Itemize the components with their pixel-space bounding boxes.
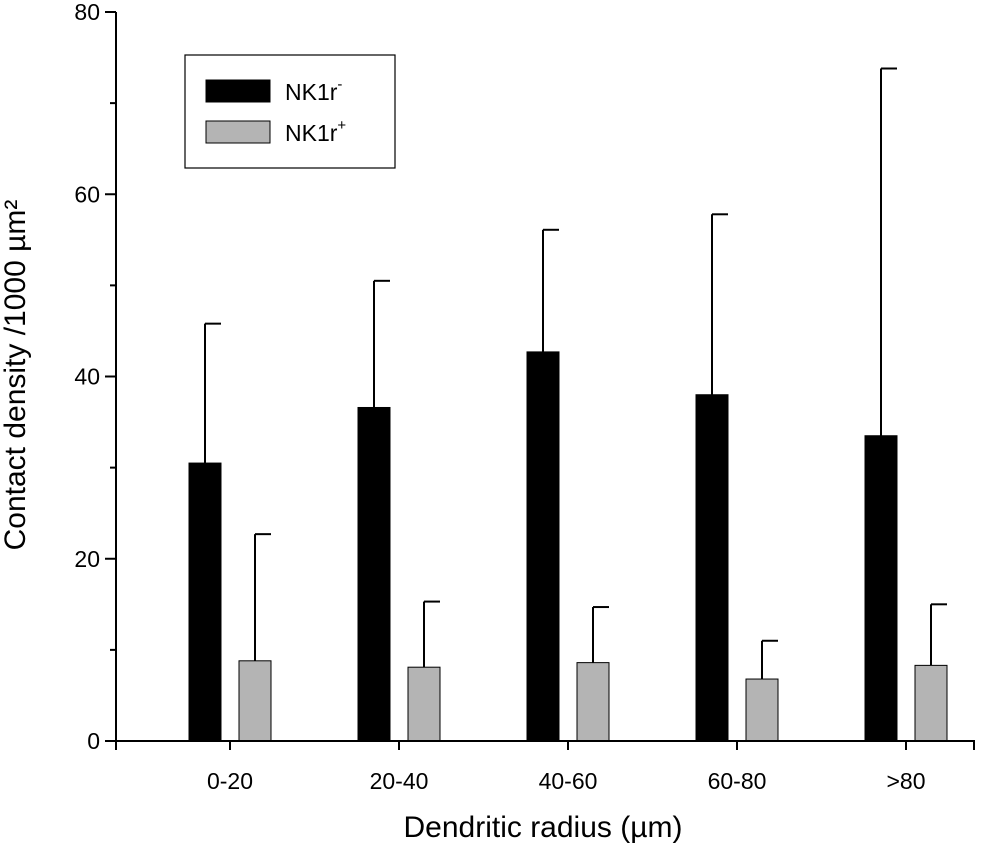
x-tick-label-0: 0-20: [207, 768, 253, 794]
bar-nk1r-plus-4: [914, 664, 948, 742]
bar-nk1r-minus-3: [695, 394, 729, 742]
legend-label-nk1r-minus: NK1r-: [285, 76, 342, 105]
bar-nk1r-plus-2: [576, 662, 610, 742]
legend-label-nk1r-minus-sup: -: [337, 76, 342, 93]
bar-nk1r-minus-1: [357, 406, 391, 742]
legend-label-nk1r-plus-sup: +: [337, 117, 346, 134]
bar-nk1r-plus-1: [407, 666, 441, 742]
error-bars-layer: [204, 67, 947, 680]
legend-swatch-nk1r-minus: [205, 79, 271, 103]
bar-nk1r-plus-3: [745, 678, 779, 742]
bar-nk1r-minus-2: [526, 351, 560, 742]
bar-nk1r-minus-4: [864, 435, 898, 742]
legend-label-nk1r-plus: NK1r+: [285, 117, 346, 146]
y-tick-label-2: 40: [74, 364, 100, 390]
legend-box: [184, 54, 396, 169]
bar-nk1r-plus-0: [238, 660, 272, 742]
x-tick-label-2: 40-60: [539, 768, 598, 794]
legend: NK1r- NK1r+: [184, 54, 396, 169]
bars-layer: [188, 351, 948, 742]
axes-layer: 0-20 20-40 40-60 60-80 >80 0 20 40 60 80: [74, 0, 975, 794]
x-tick-label-1: 20-40: [370, 768, 429, 794]
x-axis-title: Dendritic radius (µm): [403, 811, 682, 844]
legend-label-nk1r-plus-base: NK1r: [285, 120, 338, 146]
legend-swatch-nk1r-plus: [205, 120, 271, 144]
y-tick-label-4: 80: [74, 0, 100, 25]
x-tick-label-4: >80: [886, 768, 925, 794]
y-tick-label-1: 20: [74, 546, 100, 572]
x-tick-label-3: 60-80: [708, 768, 767, 794]
y-axis-title: Contact density /1000 µm²: [0, 200, 32, 551]
bar-nk1r-minus-0: [188, 462, 222, 742]
y-tick-label-3: 60: [74, 181, 100, 207]
legend-label-nk1r-minus-base: NK1r: [285, 79, 338, 105]
y-tick-label-0: 0: [87, 728, 100, 754]
